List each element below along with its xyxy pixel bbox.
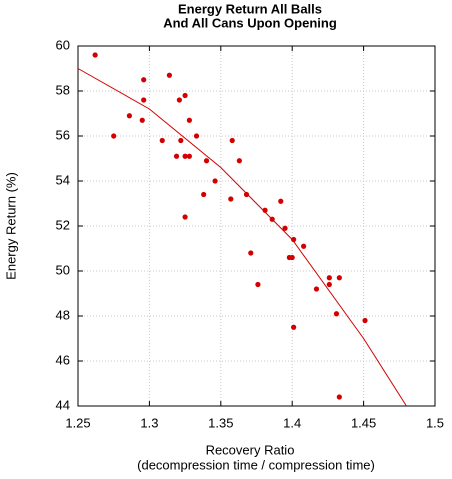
y-tick-label: 58: [56, 82, 70, 97]
point: [186, 117, 192, 123]
point: [278, 198, 284, 204]
point: [203, 158, 210, 164]
point: [228, 196, 234, 202]
y-tick-label: 50: [56, 262, 70, 277]
point: [289, 254, 295, 261]
x-axis-label: Recovery Ratio: [206, 442, 295, 457]
point: [336, 394, 342, 400]
point: [126, 113, 133, 119]
point: [243, 191, 250, 198]
point: [193, 133, 200, 139]
y-tick-label: 52: [56, 217, 70, 232]
x-tick-label: 1.25: [65, 415, 90, 430]
chart-title: And All Cans Upon Opening: [163, 15, 337, 30]
point: [326, 281, 332, 288]
point: [262, 207, 268, 213]
point: [176, 97, 182, 103]
point: [173, 153, 180, 159]
point: [236, 158, 242, 164]
point: [301, 243, 307, 249]
point: [201, 191, 207, 198]
point: [326, 275, 332, 281]
point: [182, 92, 188, 99]
point: [182, 214, 188, 220]
fit-curve: [77, 68, 407, 407]
point: [166, 72, 172, 78]
point: [139, 117, 145, 123]
y-tick-label: 60: [56, 37, 70, 52]
point: [141, 97, 147, 103]
y-axis-label: Energy Return (%): [3, 172, 18, 280]
point: [362, 317, 368, 324]
plot-frame: [77, 45, 436, 407]
point: [248, 250, 254, 256]
x-tick-label: 1.3: [140, 415, 158, 430]
point: [336, 275, 342, 281]
point: [212, 178, 218, 184]
y-tick-label: 54: [56, 172, 70, 187]
chart-title: Energy Return All Balls: [178, 1, 322, 16]
x-tick-label: 1.5: [426, 415, 444, 430]
point: [333, 311, 340, 317]
point: [313, 286, 320, 292]
point: [229, 137, 235, 144]
y-tick-label: 46: [56, 352, 70, 367]
point: [255, 281, 261, 288]
y-tick-label: 44: [56, 397, 70, 412]
x-tick-label: 1.35: [208, 415, 233, 430]
point: [141, 77, 147, 83]
point: [282, 225, 288, 231]
x-tick-label: 1.4: [283, 415, 301, 430]
x-tick-label: 1.45: [351, 415, 376, 430]
point: [186, 153, 192, 159]
point: [291, 324, 297, 330]
point: [291, 236, 297, 243]
point: [111, 133, 117, 139]
point: [182, 153, 188, 159]
point: [92, 52, 98, 58]
y-tick-label: 48: [56, 307, 70, 322]
point: [159, 137, 165, 144]
x-axis-label: (decompression time / compression time): [137, 457, 375, 472]
y-tick-label: 56: [56, 127, 70, 142]
point: [178, 137, 184, 144]
